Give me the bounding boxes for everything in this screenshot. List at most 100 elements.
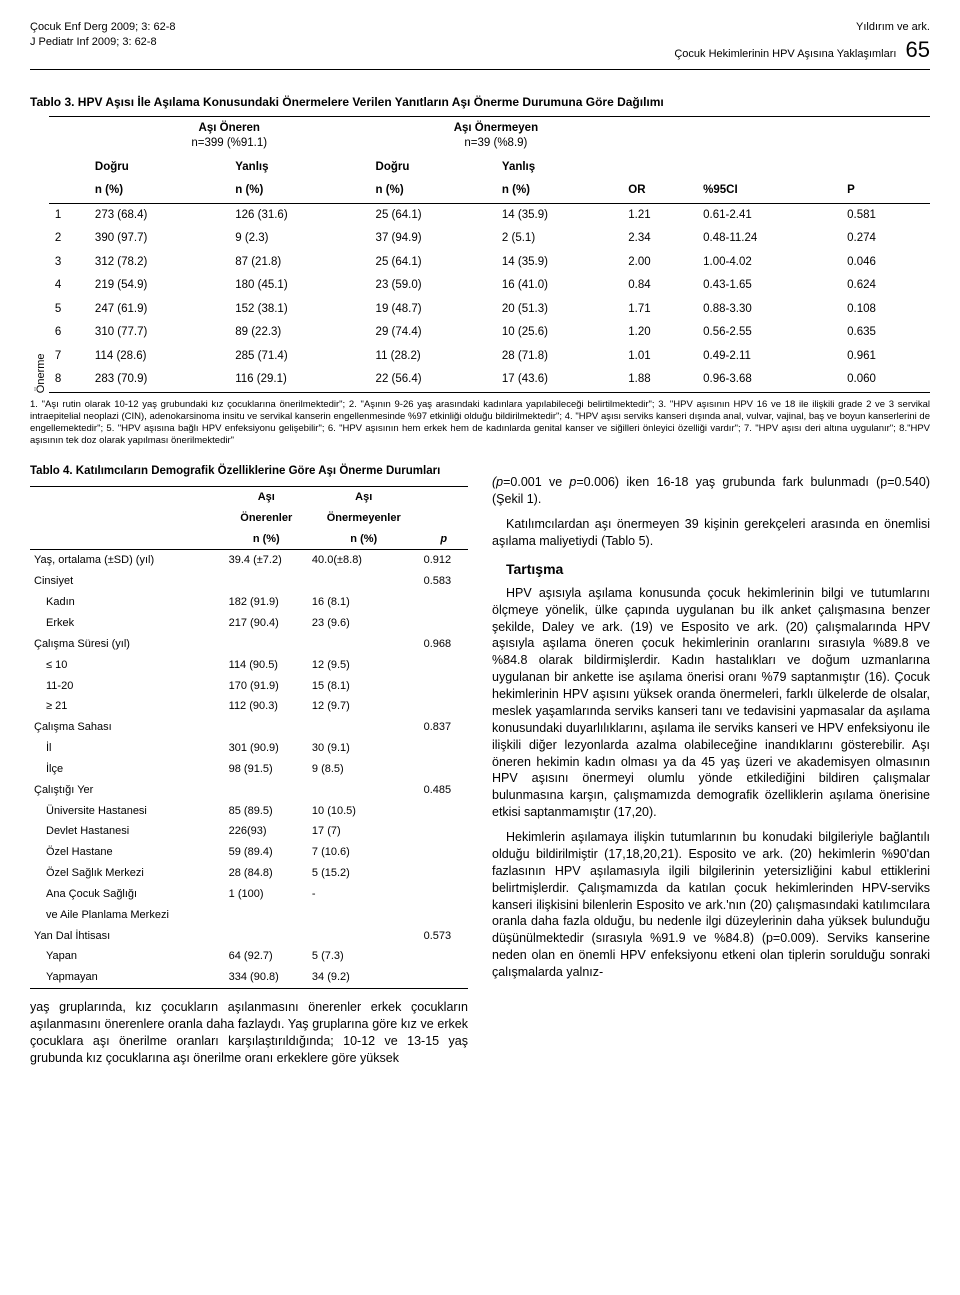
table3-cell: 6 <box>49 321 89 345</box>
left-paragraph: yaş gruplarında, kız çocukların aşılanma… <box>30 999 468 1067</box>
table4-row: Çalıştığı Yer 0.485 <box>30 780 468 801</box>
page-header: Çocuk Enf Derg 2009; 3: 62-8 J Pediatr I… <box>30 20 930 70</box>
table4-cell: 0.485 <box>420 780 468 801</box>
table4-row: 11-20170 (91.9)15 (8.1) <box>30 676 468 697</box>
table4-row: Özel Hastane59 (89.4)7 (10.6) <box>30 842 468 863</box>
table3-cell: 5 <box>49 298 89 322</box>
col-n-2: n (%) <box>229 179 369 203</box>
table3-cell: 0.43-1.65 <box>697 274 841 298</box>
table3-cell: 283 (70.9) <box>89 368 229 392</box>
table4-label: İlçe <box>30 759 225 780</box>
table3-cell: 312 (78.2) <box>89 251 229 275</box>
table4-cell: 98 (91.5) <box>225 759 308 780</box>
table4-cell <box>420 905 468 926</box>
table3-row: 6310 (77.7)89 (22.3)29 (74.4)10 (25.6)1.… <box>49 321 930 345</box>
table3-cell: 273 (68.4) <box>89 203 229 227</box>
col-n-1: n (%) <box>89 179 229 203</box>
table4-cell <box>420 759 468 780</box>
table3-groupA-n: n=399 (%91.1) <box>95 136 364 152</box>
table3-cell: 89 (22.3) <box>229 321 369 345</box>
t4-h2: Aşı <box>308 486 420 507</box>
table3-cell: 247 (61.9) <box>89 298 229 322</box>
table4-cell <box>308 905 420 926</box>
table4-label: Cinsiyet <box>30 571 225 592</box>
table3-cell: 0.108 <box>841 298 930 322</box>
table3-cell: 1.20 <box>622 321 697 345</box>
col-or: OR <box>622 179 697 203</box>
col-n-4: n (%) <box>496 179 622 203</box>
table4-label: ve Aile Planlama Merkezi <box>30 905 225 926</box>
table3-row: 7114 (28.6)285 (71.4)11 (28.2)28 (71.8)1… <box>49 345 930 369</box>
table3-row: 8283 (70.9)116 (29.1)22 (56.4)17 (43.6)1… <box>49 368 930 392</box>
table4-label: Çalıştığı Yer <box>30 780 225 801</box>
table4-cell: 170 (91.9) <box>225 676 308 697</box>
table4-cell: 39.4 (±7.2) <box>225 550 308 571</box>
table3-cell: 0.961 <box>841 345 930 369</box>
table4-cell <box>225 905 308 926</box>
table4-cell <box>308 571 420 592</box>
table3-cell: 14 (35.9) <box>496 251 622 275</box>
table4-row: Çalışma Süresi (yıl)0.968 <box>30 634 468 655</box>
table3-cell: 19 (48.7) <box>370 298 496 322</box>
table4-label: 11-20 <box>30 676 225 697</box>
table4-cell <box>420 613 468 634</box>
table4-label: Özel Sağlık Merkezi <box>30 863 225 884</box>
table4-cell <box>225 717 308 738</box>
col-ci: %95CI <box>697 179 841 203</box>
table3-groupB-n: n=39 (%8.9) <box>376 136 617 152</box>
table4-title: Tablo 4. Katılımcıların Demografik Özell… <box>30 464 468 480</box>
table3-cell: 1.01 <box>622 345 697 369</box>
table3-cell: 28 (71.8) <box>496 345 622 369</box>
table3-row: 3312 (78.2)87 (21.8)25 (64.1)14 (35.9)2.… <box>49 251 930 275</box>
table4-row: İlçe98 (91.5)9 (8.5) <box>30 759 468 780</box>
table4-cell <box>308 780 420 801</box>
col-dogru-1: Doğru <box>89 156 229 180</box>
table4-label: Devlet Hastanesi <box>30 821 225 842</box>
table4-cell: - <box>308 884 420 905</box>
table3-cell: 37 (94.9) <box>370 227 496 251</box>
table3-cell: 0.49-2.11 <box>697 345 841 369</box>
header-right: Yıldırım ve ark. Çocuk Hekimlerinin HPV … <box>674 20 930 65</box>
table4-label: Özel Hastane <box>30 842 225 863</box>
table3-cell: 11 (28.2) <box>370 345 496 369</box>
table4-row: Erkek217 (90.4)23 (9.6) <box>30 613 468 634</box>
table3-cell: 0.060 <box>841 368 930 392</box>
table4-cell: 0.912 <box>420 550 468 571</box>
table3-cell: 0.96-3.68 <box>697 368 841 392</box>
table3-cell: 87 (21.8) <box>229 251 369 275</box>
table4-row: Yaş, ortalama (±SD) (yıl)39.4 (±7.2)40.0… <box>30 550 468 571</box>
table3-groupB: Aşı Önermeyen <box>376 121 617 137</box>
left-column: Tablo 4. Katılımcıların Demografik Özell… <box>30 464 468 1074</box>
table3-cell: 2 <box>49 227 89 251</box>
table4-row: Yapmayan334 (90.8)34 (9.2) <box>30 967 468 988</box>
table3-cell: 0.274 <box>841 227 930 251</box>
header-left: Çocuk Enf Derg 2009; 3: 62-8 J Pediatr I… <box>30 20 176 65</box>
table3-cell: 114 (28.6) <box>89 345 229 369</box>
table3-cell: 1.71 <box>622 298 697 322</box>
t4-hn-1: n (%) <box>225 529 308 550</box>
table4-cell: 85 (89.5) <box>225 801 308 822</box>
table3-cell: 0.624 <box>841 274 930 298</box>
table4-row: Çalışma Sahası0.837 <box>30 717 468 738</box>
table3-cell: 23 (59.0) <box>370 274 496 298</box>
table3-cell: 180 (45.1) <box>229 274 369 298</box>
table4-cell: 12 (9.7) <box>308 696 420 717</box>
table3-cell: 2 (5.1) <box>496 227 622 251</box>
table4-label: Yapmayan <box>30 967 225 988</box>
table4-cell: 334 (90.8) <box>225 967 308 988</box>
table4-cell <box>308 634 420 655</box>
table4-row: Ana Çocuk Sağlığı1 (100)- <box>30 884 468 905</box>
col-yanlis-1: Yanlış <box>229 156 369 180</box>
table4-label: Yaş, ortalama (±SD) (yıl) <box>30 550 225 571</box>
table3-cell: 390 (97.7) <box>89 227 229 251</box>
table4-label: Kadın <box>30 592 225 613</box>
table4-row: Devlet Hastanesi226(93)17 (7) <box>30 821 468 842</box>
table3: Aşı Öneren n=399 (%91.1) Aşı Önermeyen n… <box>49 116 930 393</box>
left-body-text: yaş gruplarında, kız çocukların aşılanma… <box>30 999 468 1067</box>
table4-cell <box>420 967 468 988</box>
table4-cell: 30 (9.1) <box>308 738 420 759</box>
table3-row: 2390 (97.7)9 (2.3)37 (94.9)2 (5.1)2.340.… <box>49 227 930 251</box>
table3-cell: 0.56-2.55 <box>697 321 841 345</box>
table4-label: Yan Dal İhtisası <box>30 926 225 947</box>
table3-cell: 4 <box>49 274 89 298</box>
